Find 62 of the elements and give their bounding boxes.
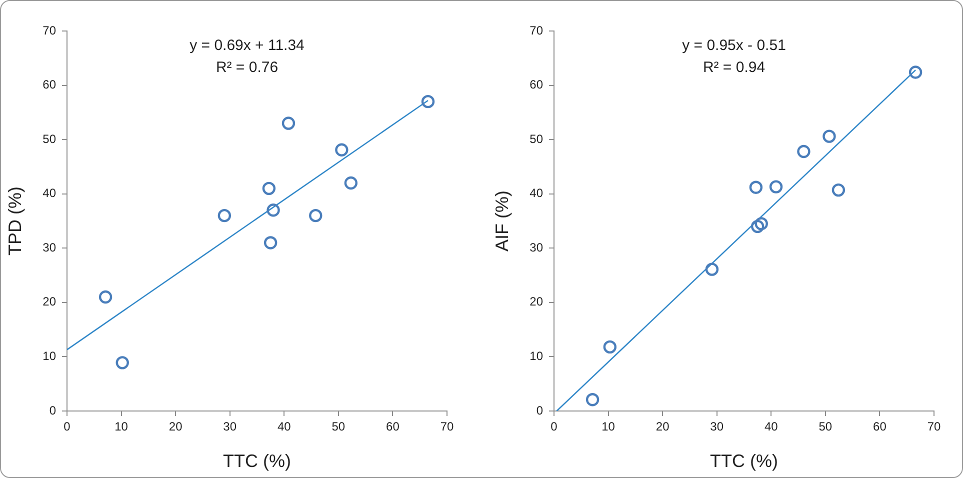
- y-tick-label: 40: [530, 186, 544, 200]
- annotation: R² = 0.76: [216, 59, 278, 76]
- x-axis-title: TTC (%): [223, 451, 291, 472]
- y-tick-label: 0: [536, 403, 544, 418]
- x-tick-label: 50: [818, 420, 832, 434]
- x-axis-title: TTC (%): [710, 451, 778, 472]
- point: [264, 236, 278, 250]
- point: [832, 183, 846, 197]
- point: [769, 180, 783, 194]
- x-tick-label: 30: [223, 420, 237, 434]
- y-tick-label: 10: [42, 349, 56, 364]
- point: [754, 217, 768, 230]
- point: [797, 144, 810, 158]
- point: [344, 176, 358, 190]
- y-axis-title: TPD (%): [4, 186, 25, 256]
- x-tick-label: 20: [168, 420, 183, 434]
- x-tick-label: 30: [710, 420, 724, 434]
- point: [309, 208, 322, 222]
- y-tick-label: 10: [530, 349, 544, 364]
- y-tick-label: 70: [42, 23, 56, 38]
- y-tick-label: 20: [42, 294, 56, 309]
- point: [335, 143, 348, 156]
- y-tick-label: 40: [42, 186, 56, 200]
- y-tick-label: 0: [49, 403, 56, 418]
- point: [218, 208, 232, 222]
- x-tick-label: 0: [550, 420, 558, 434]
- x-tick-label: 10: [602, 420, 616, 434]
- y-tick-label: 60: [42, 78, 56, 92]
- point: [116, 356, 129, 370]
- point: [266, 204, 280, 217]
- x-tick-label: 0: [64, 420, 71, 434]
- y-tick-label: 30: [42, 240, 56, 254]
- point: [98, 290, 112, 304]
- x-tick-label: 50: [332, 420, 346, 434]
- point: [705, 262, 719, 276]
- point: [262, 182, 276, 196]
- annotation: y = 0.69x + 11.34: [190, 37, 304, 54]
- annotation: y = 0.95x - 0.51: [682, 37, 786, 54]
- point: [282, 116, 296, 130]
- y-tick-label: 70: [530, 23, 544, 38]
- x-tick-label: 60: [873, 420, 887, 434]
- y-axis-title: AIF (%): [492, 190, 512, 252]
- x-tick-label: 40: [764, 420, 778, 434]
- point: [908, 66, 922, 79]
- point: [603, 340, 617, 354]
- x-tick-label: 10: [114, 420, 128, 434]
- point: [421, 94, 435, 108]
- y-tick-label: 50: [530, 132, 544, 146]
- point: [749, 180, 763, 194]
- point: [586, 393, 600, 406]
- y-tick-label: 20: [530, 294, 544, 309]
- x-tick-label: 40: [277, 420, 292, 434]
- y-tick-label: 30: [530, 240, 544, 254]
- point: [750, 220, 764, 234]
- point: [822, 130, 836, 143]
- y-tick-label: 50: [42, 132, 56, 146]
- x-tick-label: 70: [440, 420, 454, 434]
- x-tick-label: 20: [656, 420, 670, 434]
- annotation: R² = 0.94: [702, 59, 766, 76]
- x-tick-label: 60: [386, 420, 400, 434]
- x-tick-label: 70: [927, 420, 941, 434]
- y-tick-label: 60: [530, 78, 544, 92]
